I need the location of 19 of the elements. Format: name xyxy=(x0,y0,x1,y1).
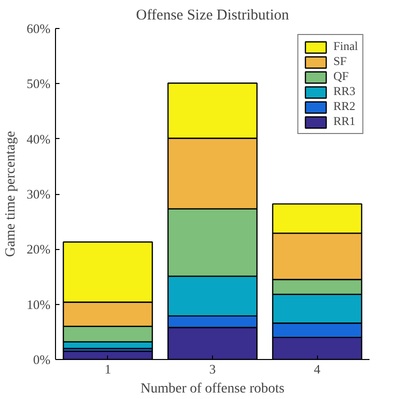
y-axis-title: Game time percentage xyxy=(4,131,19,257)
chart-title: Offense Size Distribution xyxy=(136,8,290,24)
legend-label: QF xyxy=(333,69,350,84)
y-tick-label: 10% xyxy=(26,296,51,312)
legend-label: Final xyxy=(333,39,358,54)
legend-label: RR1 xyxy=(333,114,356,129)
y-tick-label: 30% xyxy=(26,186,51,202)
x-axis-title: Number of offense robots xyxy=(140,382,285,396)
y-tick-label: 60% xyxy=(26,21,51,36)
x-tick-label: 1 xyxy=(104,362,112,376)
y-tick-label: 40% xyxy=(26,131,51,146)
x-tick-label: 4 xyxy=(314,362,321,376)
legend-label: RR2 xyxy=(333,99,356,114)
y-tick-label: 20% xyxy=(26,242,51,257)
x-tick-label: 3 xyxy=(209,362,216,376)
legend-label: SF xyxy=(333,54,348,69)
legend-label: RR3 xyxy=(333,84,356,99)
y-tick-label: 0% xyxy=(33,352,51,367)
y-tick-label: 50% xyxy=(26,76,51,92)
